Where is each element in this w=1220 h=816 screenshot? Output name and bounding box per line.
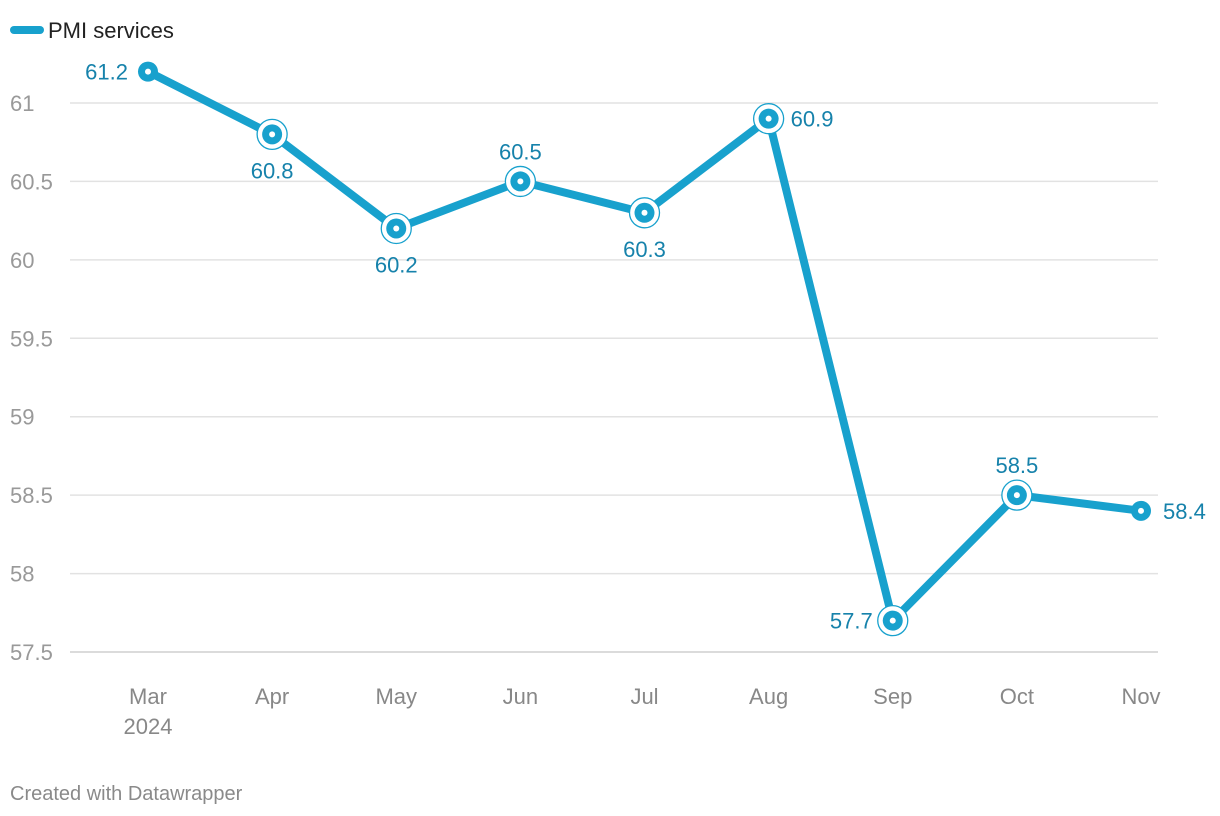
legend: PMI services [10, 18, 174, 43]
series-points [138, 61, 1151, 637]
y-tick-label-5: 58.5 [10, 483, 53, 508]
data-point-sep [877, 604, 909, 637]
y-tick-label-7: 57.5 [10, 640, 53, 665]
data-label-mar: 61.2 [85, 60, 128, 85]
data-label-may: 60.2 [375, 252, 418, 277]
data-label-apr: 60.8 [251, 158, 294, 183]
series-line-pmi-services [144, 67, 1145, 625]
data-label-aug: 60.9 [791, 107, 834, 132]
data-label-sep: 57.7 [830, 609, 873, 634]
y-tick-label-1: 60.5 [10, 169, 53, 194]
data-point-nov [1131, 500, 1151, 521]
series-lines [144, 67, 1145, 625]
data-point-oct [1001, 479, 1033, 511]
y-tick-label-3: 59.5 [10, 326, 53, 351]
x-tick-label-mar: Mar [129, 684, 167, 709]
data-label-oct: 58.5 [995, 453, 1038, 478]
data-point-may [380, 212, 412, 245]
legend-label-pmi-services: PMI services [48, 18, 174, 43]
x-tick-label-jun: Jun [503, 684, 538, 709]
y-tick-label-0: 61 [10, 91, 34, 116]
y-axis: 61 60.5 60 59.5 59 58.5 58 57.5 [10, 91, 53, 665]
x-tick-label-nov: Nov [1121, 684, 1160, 709]
data-point-apr [256, 118, 288, 151]
data-labels: 61.2 60.8 60.2 60.5 60.3 60.9 57.7 58.5 58.4 [85, 60, 1206, 634]
footer-credit: Created with Datawrapper [10, 783, 243, 805]
x-tick-label-aug: Aug [749, 684, 788, 709]
x-tick-label-oct: Oct [1000, 684, 1034, 709]
data-point-jul [628, 197, 661, 229]
data-point-jun [504, 165, 537, 198]
gridlines [70, 102, 1158, 653]
x-tick-label-may: May [375, 684, 417, 709]
data-point-aug [752, 103, 785, 135]
x-tick-sublabel-0: 2024 [124, 714, 173, 739]
y-tick-label-2: 60 [10, 248, 34, 273]
x-axis: Mar 2024 Apr May Jun Jul Aug Sep Oct Nov [124, 684, 1161, 739]
x-tick-label-jul: Jul [630, 684, 658, 709]
data-point-mar [138, 61, 158, 82]
x-tick-label-sep: Sep [873, 684, 912, 709]
data-label-nov: 58.4 [1163, 499, 1206, 524]
data-label-jun: 60.5 [499, 139, 542, 164]
data-label-jul: 60.3 [623, 237, 666, 262]
x-tick-label-apr: Apr [255, 684, 289, 709]
y-tick-label-6: 58 [10, 562, 34, 587]
y-tick-label-4: 59 [10, 405, 34, 430]
